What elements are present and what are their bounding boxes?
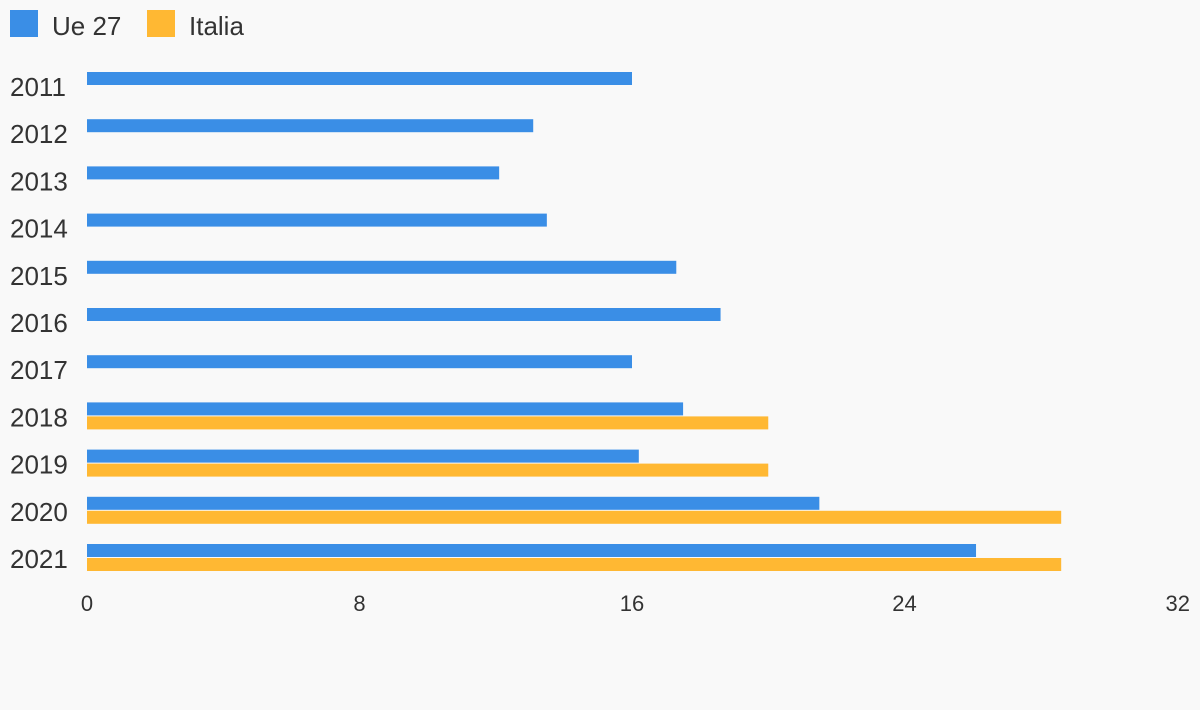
x-tick-label-32: 32 (1166, 591, 1190, 616)
bar-ue27-2016 (87, 308, 721, 321)
bar-ue27-2018 (87, 402, 684, 416)
bar-italia-2018 (87, 416, 769, 430)
x-tick-label-0: 0 (81, 591, 93, 616)
category-label-2020: 2020 (10, 497, 68, 527)
category-label-2013: 2013 (10, 166, 68, 196)
legend-swatch-ue27 (10, 10, 38, 37)
category-labels: 2011 2012 2013 2014 2015 2016 2017 2018 2019 2020… (10, 72, 68, 574)
bar-ue27-2021 (87, 544, 977, 557)
legend-label-italia: Italia (189, 11, 244, 41)
category-label-2016: 2016 (10, 308, 68, 338)
bar-ue27-2017 (87, 355, 632, 369)
legend: Ue 27 Italia (10, 10, 244, 41)
bar-italia-2021 (87, 558, 1062, 571)
bar-italia-2020 (87, 510, 1062, 524)
bar-ue27-2014 (87, 213, 547, 227)
x-axis-tick-labels: 0 8 16 24 32 (81, 591, 1190, 616)
bar-italia-2019 (87, 463, 769, 477)
category-label-2017: 2017 (10, 355, 68, 385)
bar-ue27-2012 (87, 119, 534, 133)
category-label-2019: 2019 (10, 450, 68, 480)
x-tick-label-16: 16 (620, 591, 644, 616)
legend-label-ue27: Ue 27 (52, 11, 121, 41)
bar-ue27-2015 (87, 260, 677, 274)
category-label-2015: 2015 (10, 261, 68, 291)
x-tick-label-24: 24 (892, 591, 916, 616)
category-label-2018: 2018 (10, 402, 68, 432)
category-label-2021: 2021 (10, 544, 68, 574)
category-label-2014: 2014 (10, 214, 68, 244)
legend-swatch-italia (147, 10, 175, 37)
category-label-2011: 2011 (10, 72, 66, 102)
category-label-2012: 2012 (10, 119, 68, 149)
bar-ue27-2013 (87, 166, 500, 180)
x-tick-label-8: 8 (353, 591, 365, 616)
bars (87, 72, 1062, 571)
bar-ue27-2019 (87, 449, 639, 463)
bar-ue27-2020 (87, 496, 820, 510)
bar-ue27-2011 (87, 72, 632, 85)
